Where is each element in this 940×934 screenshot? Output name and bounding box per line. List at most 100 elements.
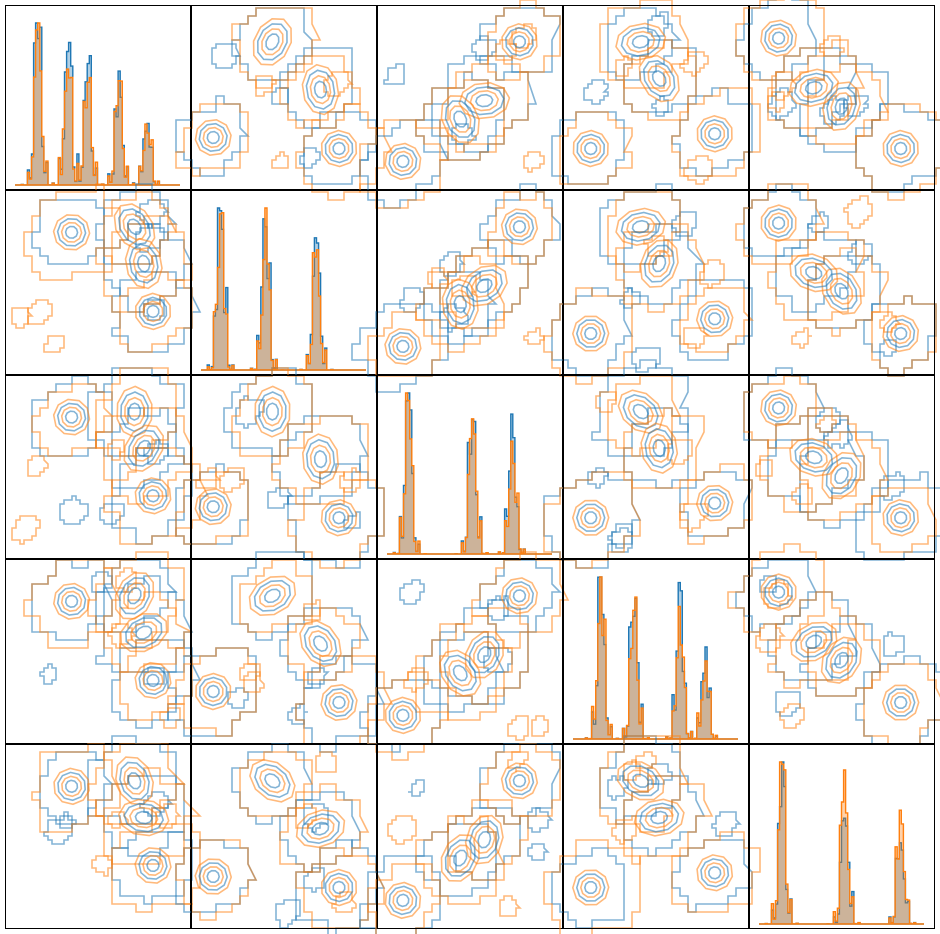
histogram-step-series-1 bbox=[759, 761, 924, 925]
contour-inner-0-0 bbox=[52, 398, 91, 436]
contour-inner-3-0 bbox=[633, 798, 685, 837]
contour-inner-3-2 bbox=[647, 65, 672, 93]
contour-inner-2-0 bbox=[320, 498, 358, 537]
contour-outer-3-series-1 bbox=[279, 783, 370, 873]
contour-island-2-series-0 bbox=[43, 815, 73, 845]
contour-island-0-series-1 bbox=[323, 71, 354, 97]
contour-inner-3-0 bbox=[440, 834, 480, 882]
contour-island-1-series-0 bbox=[211, 43, 242, 69]
contour-inner-1-2 bbox=[259, 768, 286, 794]
contour-inner-0-0 bbox=[194, 118, 232, 157]
contour-inner-1-3 bbox=[632, 773, 650, 788]
contour-inner-0-2 bbox=[202, 680, 224, 703]
contour-outer-0-series-1 bbox=[735, 0, 825, 81]
contour-outer-3-series-1 bbox=[767, 231, 865, 321]
contour-inner-1-1 bbox=[256, 23, 288, 61]
contour-outer-0-series-1 bbox=[743, 375, 817, 449]
contour-inner-3-2 bbox=[309, 74, 332, 105]
contour-inner-0-2 bbox=[768, 212, 790, 234]
contour-inner-3-2 bbox=[644, 806, 674, 829]
contour-outer-3-series-1 bbox=[415, 255, 505, 353]
contour-outer-2-series-1 bbox=[487, 191, 553, 265]
contour-inner-3-0 bbox=[440, 95, 480, 144]
contour-inner-3-2 bbox=[647, 249, 671, 278]
contour-inner-3-2 bbox=[309, 444, 332, 474]
contour-inner-1-1 bbox=[825, 456, 858, 495]
contour-inner-2-0 bbox=[320, 683, 358, 722]
panel-1-2 bbox=[351, 183, 563, 393]
contour-inner-0-2 bbox=[767, 27, 790, 49]
contour-outer-1-series-1 bbox=[807, 247, 889, 337]
contour-island-0-series-0 bbox=[287, 703, 308, 725]
contour-outer-3-series-1 bbox=[759, 407, 865, 513]
contour-inner-3-1 bbox=[303, 625, 338, 663]
contour-inner-0-0 bbox=[571, 315, 610, 352]
contour-outer-0-series-0 bbox=[543, 471, 642, 569]
contour-inner-1-2 bbox=[829, 646, 854, 674]
contour-island-2-series-1 bbox=[791, 483, 813, 505]
contour-outer-2-series-0 bbox=[863, 295, 937, 377]
contour-outer-2-series-0 bbox=[855, 103, 940, 193]
contour-inner-1-2 bbox=[469, 89, 500, 112]
contour-inner-3-2 bbox=[448, 844, 472, 872]
contour-inner-2-2 bbox=[142, 484, 164, 507]
contour-inner-1-1 bbox=[254, 763, 291, 799]
contour-island-0-series-1 bbox=[819, 35, 845, 57]
contour-inner-2-1 bbox=[138, 296, 168, 327]
panel-frame-2-4 bbox=[749, 375, 935, 559]
contour-inner-1-3 bbox=[834, 651, 849, 669]
contour-island-1-series-1 bbox=[815, 415, 837, 433]
contour-outer-1-series-1 bbox=[447, 799, 529, 881]
panel-3-4 bbox=[727, 543, 940, 745]
contour-inner-2-1 bbox=[699, 488, 730, 518]
contour-outer-2-series-1 bbox=[679, 287, 754, 353]
contour-island-1-series-0 bbox=[307, 667, 330, 685]
contour-island-1-series-1 bbox=[387, 815, 417, 845]
contour-inner-1-0 bbox=[821, 81, 862, 132]
contour-inner-2-0 bbox=[882, 498, 920, 537]
contour-inner-0-0 bbox=[194, 488, 232, 526]
contour-inner-2-2 bbox=[704, 862, 726, 884]
panel-frame-2-0 bbox=[5, 375, 191, 559]
contour-inner-0-3 bbox=[64, 225, 79, 239]
contour-inner-1-2 bbox=[470, 273, 498, 298]
contour-inner-1-3 bbox=[265, 33, 280, 51]
contour-island-0-series-0 bbox=[299, 147, 321, 169]
contour-inner-2-1 bbox=[324, 133, 354, 164]
contour-inner-3-3 bbox=[453, 110, 468, 128]
contour-island-1-series-1 bbox=[683, 327, 710, 349]
contour-island-1-series-1 bbox=[523, 151, 545, 173]
contour-outer-1-series-1 bbox=[239, 751, 313, 817]
contour-inner-3-2 bbox=[129, 806, 159, 829]
contour-inner-1-0 bbox=[616, 761, 665, 801]
contour-inner-0-3 bbox=[64, 779, 79, 794]
contour-island-2-series-0 bbox=[303, 867, 325, 893]
contour-inner-2-1 bbox=[138, 850, 168, 880]
contour-inner-3-1 bbox=[305, 69, 336, 110]
panel-2-4 bbox=[743, 367, 940, 561]
contour-outer-0-series-1 bbox=[175, 471, 249, 545]
contour-inner-2-1 bbox=[138, 480, 168, 511]
contour-inner-2-0 bbox=[695, 300, 734, 338]
contour-inner-1-2 bbox=[261, 28, 284, 56]
contour-inner-0-3 bbox=[396, 154, 410, 169]
contour-inner-1-0 bbox=[821, 451, 862, 500]
contour-inner-0-3 bbox=[396, 893, 410, 908]
contour-inner-1-1 bbox=[253, 579, 292, 612]
contour-inner-3-1 bbox=[643, 244, 675, 283]
contour-inner-1-3 bbox=[127, 402, 142, 421]
panel-frame-3-0 bbox=[5, 559, 191, 744]
contour-island-1-series-1 bbox=[843, 195, 873, 229]
panel-frame-4-0 bbox=[5, 744, 191, 929]
contour-island-2-series-1 bbox=[507, 715, 529, 741]
contour-island-2-series-1 bbox=[595, 391, 617, 413]
contour-inner-0-2 bbox=[579, 877, 602, 898]
contour-inner-1-1 bbox=[119, 577, 150, 615]
contour-inner-1-0 bbox=[464, 630, 504, 679]
contour-inner-3-3 bbox=[651, 70, 667, 88]
contour-inner-0-3 bbox=[771, 31, 786, 45]
contour-inner-0-2 bbox=[392, 335, 414, 358]
contour-inner-2-3 bbox=[146, 304, 160, 319]
contour-inner-3-0 bbox=[117, 798, 170, 837]
contour-inner-2-0 bbox=[134, 292, 172, 331]
